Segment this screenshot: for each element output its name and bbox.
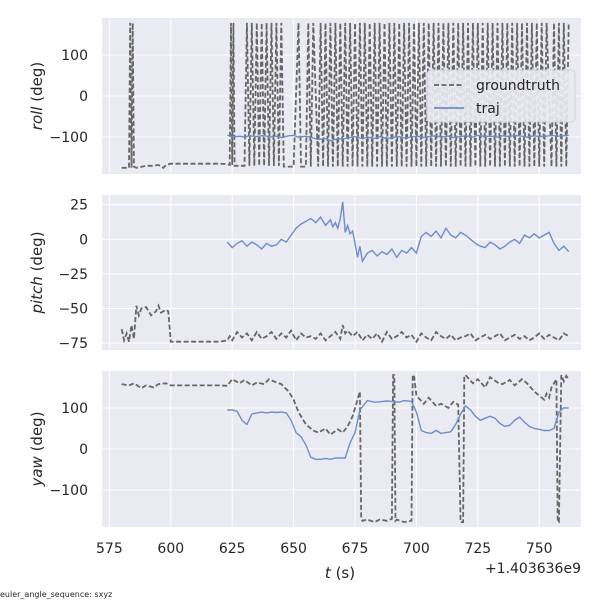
x-axis-label: t (s) bbox=[325, 564, 355, 582]
yaw-y-tick-label: −100 bbox=[50, 483, 88, 499]
x-axis-offset: +1.403636e9 bbox=[485, 561, 581, 577]
x-tick-label: 750 bbox=[526, 541, 553, 557]
legend-label-traj: traj bbox=[476, 101, 500, 117]
pitch-y-tick-label: 0 bbox=[79, 232, 88, 248]
pitch-y-tick-label: −75 bbox=[58, 336, 88, 352]
pitch-y-axis-label-var: pitch bbox=[28, 276, 46, 314]
panel-pitch: 25 0 −25 −50 −75 pitch (deg) bbox=[28, 195, 581, 352]
yaw-y-axis-label: yaw (deg) bbox=[28, 411, 46, 487]
pitch-series-groundtruth bbox=[120, 303, 570, 344]
legend: groundtruth traj bbox=[426, 69, 576, 123]
legend-box bbox=[426, 69, 576, 123]
yaw-y-tick-label: 0 bbox=[79, 442, 88, 458]
pitch-plot-background bbox=[102, 195, 581, 350]
yaw-series-groundtruth bbox=[121, 373, 570, 524]
x-tick-label: 675 bbox=[342, 541, 369, 557]
pitch-series-traj bbox=[226, 201, 570, 264]
roll-y-axis-label-unit: (deg) bbox=[28, 62, 46, 107]
pitch-y-axis-label: pitch (deg) bbox=[28, 231, 46, 314]
roll-series-traj bbox=[227, 134, 569, 142]
yaw-y-tick-label: 100 bbox=[61, 401, 88, 417]
x-axis-label-unit: (s) bbox=[331, 564, 355, 582]
yaw-series-traj bbox=[227, 399, 569, 461]
roll-series-groundtruth bbox=[121, 22, 570, 169]
roll-y-tick-label: 100 bbox=[61, 48, 88, 64]
footnote: euler_angle_sequence: sxyz bbox=[0, 590, 112, 599]
pitch-y-tick-label: 25 bbox=[70, 198, 88, 214]
x-tick-label: 700 bbox=[403, 541, 430, 557]
x-tick-label: 725 bbox=[464, 541, 491, 557]
legend-label-groundtruth: groundtruth bbox=[476, 78, 560, 94]
x-tick-label: 650 bbox=[280, 541, 307, 557]
pitch-y-tick-label: −25 bbox=[58, 267, 88, 283]
x-tick-label: 600 bbox=[157, 541, 184, 557]
yaw-y-axis-label-unit: (deg) bbox=[28, 411, 46, 456]
x-tick-label: 625 bbox=[219, 541, 246, 557]
x-tick-label: 575 bbox=[96, 541, 123, 557]
roll-y-axis-label-var: roll bbox=[28, 106, 46, 131]
x-axis-label-var: t bbox=[325, 564, 332, 582]
yaw-y-axis-label-var: yaw bbox=[28, 455, 46, 487]
pitch-y-tick-label: −50 bbox=[58, 301, 88, 317]
roll-y-tick-label: −100 bbox=[50, 130, 88, 146]
x-axis-ticks: 575 600 625 650 675 700 725 750 bbox=[96, 541, 553, 557]
roll-y-tick-label: 0 bbox=[79, 89, 88, 105]
roll-y-axis-label: roll (deg) bbox=[28, 62, 46, 130]
pitch-y-axis-label-unit: (deg) bbox=[28, 231, 46, 276]
